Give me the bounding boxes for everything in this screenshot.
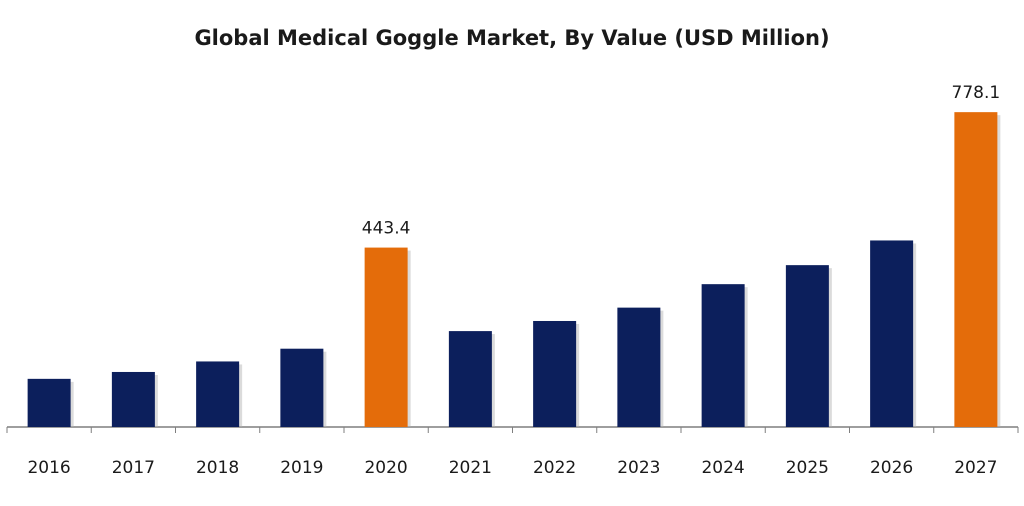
chart-title: Global Medical Goggle Market, By Value (… [194,26,830,50]
x-tick-label: 2024 [701,458,744,478]
bar-2022 [533,320,577,427]
bar-2018 [196,361,240,427]
bar-2016 [27,378,71,427]
bar-2021 [448,331,492,427]
bar-2025 [785,265,829,427]
x-tick-label: 2020 [364,458,407,478]
x-tick-label: 2021 [449,458,492,478]
x-tick-label: 2023 [617,458,660,478]
bar-2017 [111,371,155,427]
bar-2026 [870,240,914,427]
bar-2027 [954,112,998,427]
x-tick-label: 2019 [280,458,323,478]
bar-2020 [364,247,408,427]
data-label: 443.4 [362,219,411,239]
x-tick-label: 2025 [786,458,829,478]
x-tick-label: 2026 [870,458,913,478]
x-tick-label: 2027 [954,458,997,478]
x-tick-label: 2016 [27,458,70,478]
x-tick-label: 2022 [533,458,576,478]
data-label: 778.1 [952,83,1001,103]
x-tick-label: 2018 [196,458,239,478]
x-tick-label: 2017 [112,458,155,478]
bar-2024 [701,284,745,427]
bar-2019 [280,348,324,427]
bar-2023 [617,307,661,427]
